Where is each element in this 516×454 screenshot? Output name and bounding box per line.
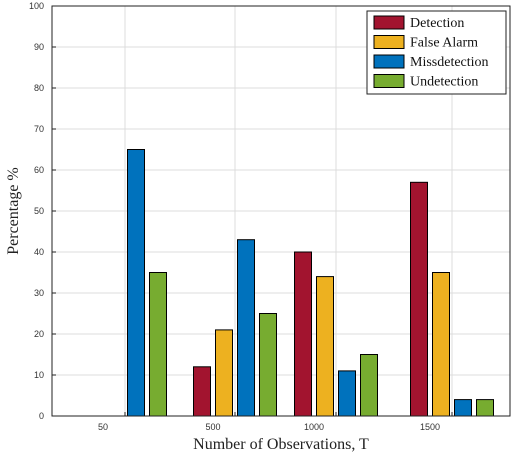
legend-swatch: [373, 35, 405, 49]
y-tick-label: 20: [34, 329, 44, 339]
bar-false-alarm-1500: [432, 272, 450, 417]
bar-undetection-500: [259, 313, 277, 417]
y-tick-label: 60: [34, 165, 44, 175]
bar-detection-500: [193, 366, 211, 417]
bar-false-alarm-1000: [316, 276, 334, 417]
legend-swatch: [373, 54, 405, 69]
legend-swatch: [373, 15, 405, 30]
bar-undetection-1500: [476, 399, 494, 417]
y-tick-label: 50: [34, 206, 44, 216]
legend-label: False Alarm: [410, 36, 478, 51]
x-tick-label: 500: [205, 422, 220, 432]
bar-missdetection-1500: [454, 399, 472, 417]
y-tick-label: 30: [34, 288, 44, 298]
y-tick-labels: 0 10 20 30 40 50 60 70 80 90 100: [29, 1, 44, 421]
bar-missdetection-50: [127, 149, 145, 417]
y-tick-label: 80: [34, 83, 44, 93]
legend: Detection False Alarm Missdetection Undetec…: [366, 10, 507, 95]
bar-undetection-1000: [360, 354, 378, 417]
legend-label: Detection: [410, 16, 464, 31]
bar-missdetection-1000: [338, 370, 356, 417]
y-tick-label: 40: [34, 247, 44, 257]
bar-undetection-50: [149, 272, 167, 417]
x-axis-label: Number of Observations, T: [193, 436, 369, 453]
bar-missdetection-500: [237, 239, 255, 417]
x-tick-label: 1000: [304, 422, 324, 432]
x-tick-label: 1500: [420, 422, 440, 432]
legend-label: Missdetection: [410, 55, 489, 70]
x-tick-labels: 50 500 1000 1500: [98, 422, 440, 432]
bar-detection-1500: [410, 181, 428, 417]
y-tick-label: 70: [34, 124, 44, 134]
bars: [127, 149, 494, 417]
legend-swatch: [373, 74, 405, 88]
x-tick-label: 50: [98, 422, 108, 432]
y-axis-label: Percentage %: [5, 167, 22, 255]
bar-detection-1000: [294, 251, 312, 417]
plot-frame: [51, 5, 511, 417]
bar-false-alarm-500: [215, 329, 233, 417]
y-tick-label: 100: [29, 1, 44, 11]
y-tick-label: 10: [34, 370, 44, 380]
y-tick-label: 0: [39, 411, 44, 421]
y-tick-label: 90: [34, 42, 44, 52]
legend-label: Undetection: [410, 75, 478, 90]
